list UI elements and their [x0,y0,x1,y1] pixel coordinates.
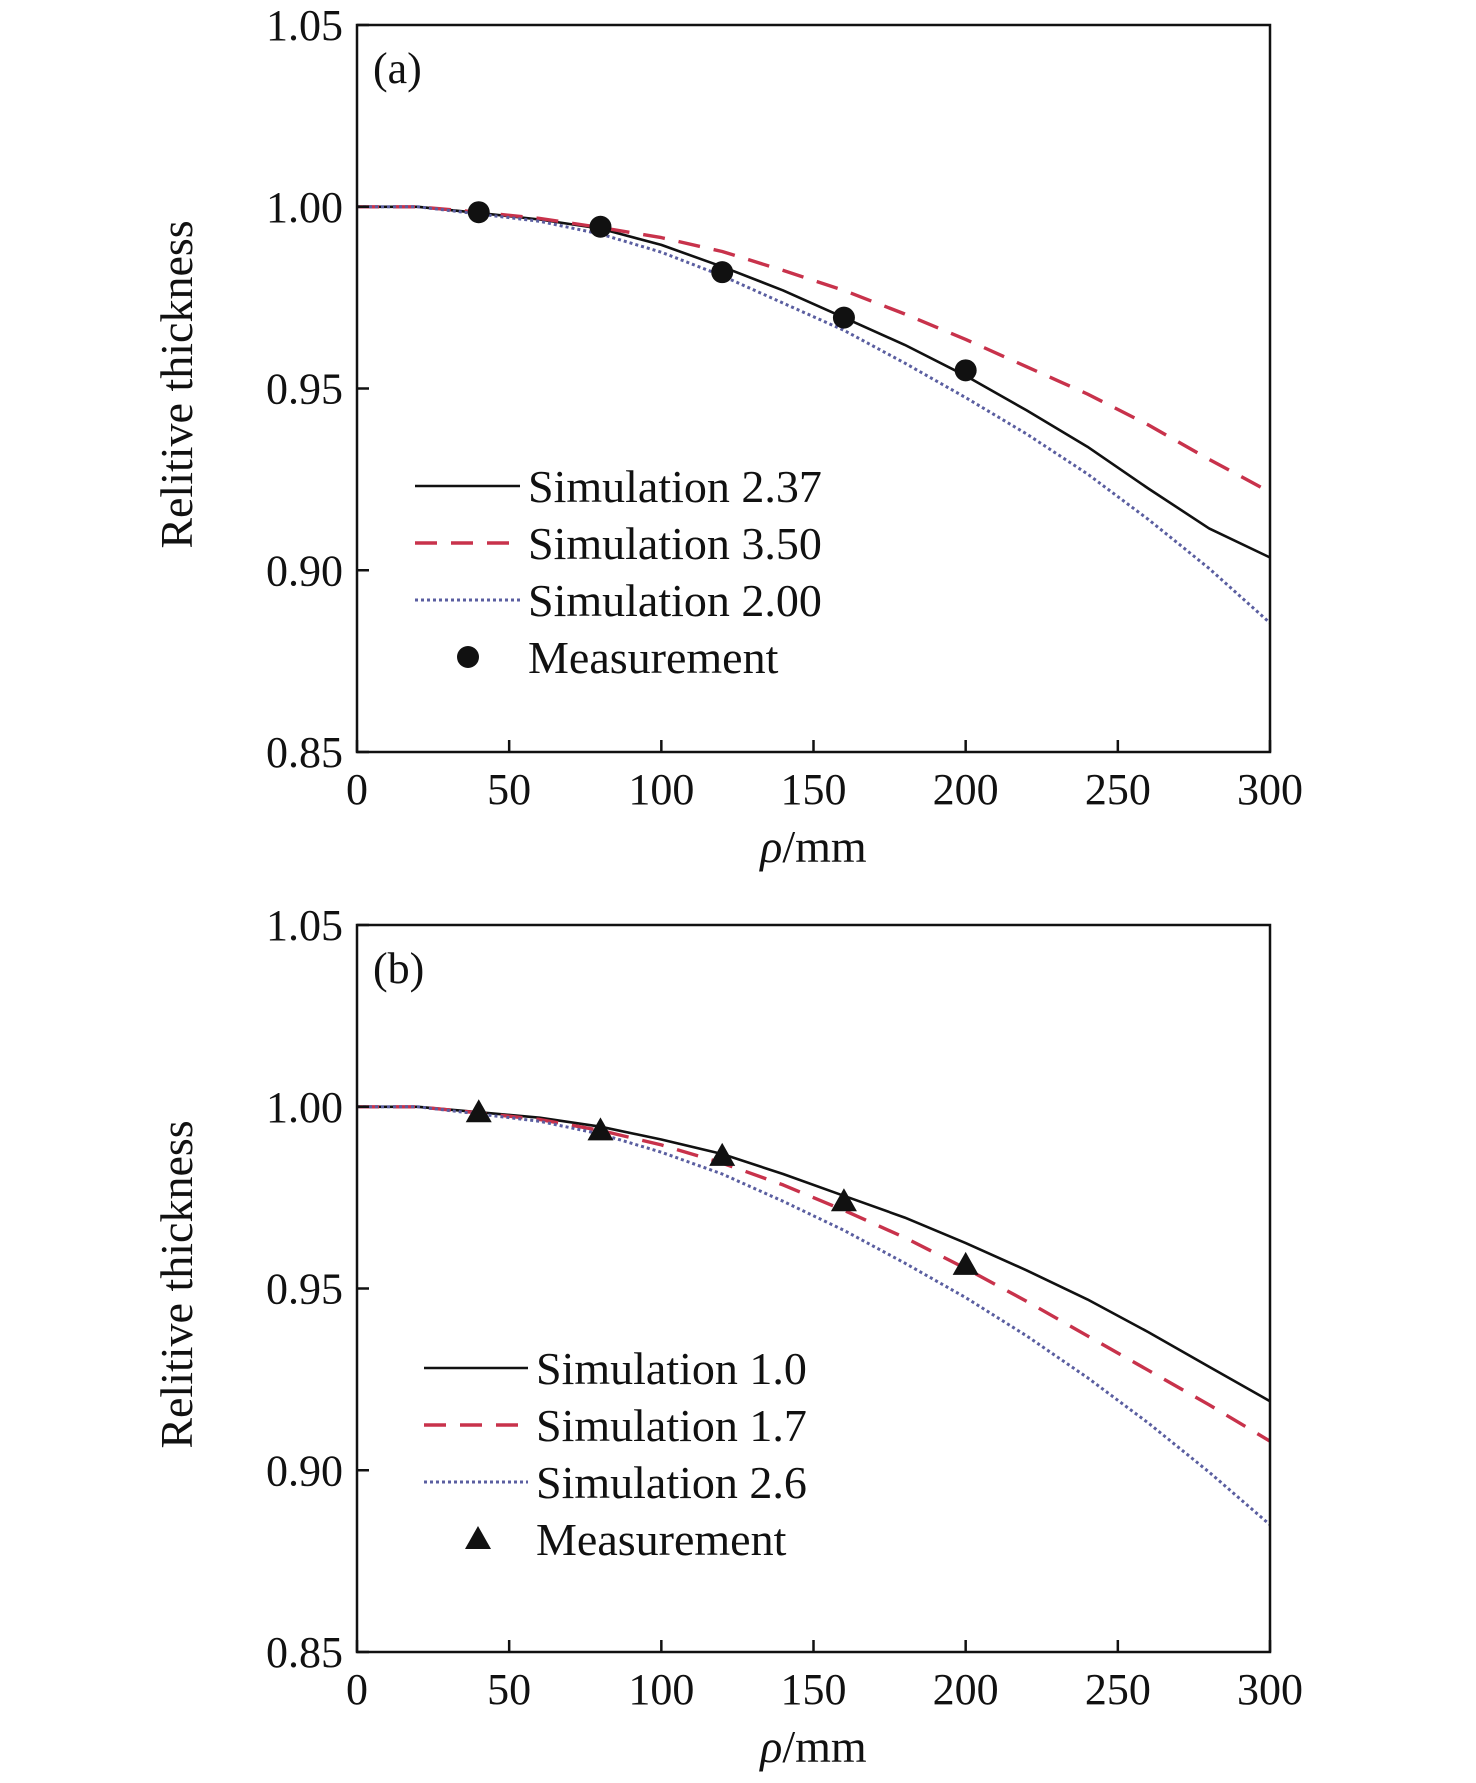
x-tick-label: 50 [487,1665,531,1714]
legend-label: Simulation 3.50 [528,518,822,569]
measurement-point [709,1142,736,1166]
y-tick-label: 1.00 [266,1083,343,1132]
x-tick-label: 0 [346,765,368,814]
legend-label: Simulation 2.37 [528,461,822,512]
legend-item: Simulation 1.7 [424,1400,807,1451]
legend-item: Measurement [457,632,779,683]
x-axis-label: ρ/mm [758,821,867,872]
x-tick-label: 50 [487,765,531,814]
y-tick-label: 0.90 [266,546,343,595]
legend-label: Measurement [528,632,779,683]
measurement-point [954,359,977,382]
series-line-dashed [357,205,1271,494]
measurement-point [465,1099,492,1123]
measurement-point [587,1117,614,1141]
y-tick-label: 0.95 [266,365,343,414]
x-tick-label: 0 [346,1665,368,1714]
y-tick-label: 0.85 [266,728,343,777]
legend-marker [457,646,479,668]
series-line-dotted [357,1105,1271,1526]
legend-marker [465,1526,491,1549]
panel-b: 0 50 100 150 200 250 300 0.85 0.90 0.95 1.00 1.05 ρ/… [151,901,1303,1772]
series-line-dotted [357,205,1272,625]
x-axis-symbol: ρ [758,1721,782,1772]
y-tick-label: 0.95 [266,1265,343,1314]
x-axis-unit: /mm [782,821,867,872]
measurement-point [830,1188,857,1212]
measurement-point [832,306,855,329]
legend-label: Simulation 1.7 [536,1400,807,1451]
y-tick-label: 0.85 [266,1628,343,1677]
legend-item: Simulation 3.50 [415,518,822,569]
y-tick-label: 1.00 [266,183,343,232]
panel-label: (b) [373,944,424,993]
legend-label: Simulation 1.0 [536,1343,807,1394]
panel-a: 0 50 100 150 200 250 300 0.85 0.90 0.95 1.00 1.05 ρ/… [151,1,1303,872]
legend-item: Simulation 2.37 [415,461,822,512]
legend: Simulation 2.37 Simulation 3.50 Simulation… [415,461,822,683]
legend: Simulation 1.0 Simulation 1.7 Simulation 2… [424,1343,807,1565]
legend-item: Simulation 2.00 [415,575,822,626]
measurement-point [952,1251,979,1275]
y-axis-label: Relitive thickness [151,220,202,548]
x-tick-label: 100 [628,1665,694,1714]
measurement-point [467,201,490,224]
x-tick-label: 200 [933,1665,999,1714]
x-tick-label: 300 [1237,1665,1303,1714]
y-axis-label: Relitive thickness [151,1120,202,1448]
x-tick-label: 150 [781,1665,847,1714]
legend-item: Measurement [465,1514,787,1565]
x-axis-unit: /mm [782,1721,867,1772]
x-tick-label: 300 [1237,765,1303,814]
legend-label: Measurement [536,1514,787,1565]
legend-item: Simulation 2.6 [424,1457,807,1508]
panel-label: (a) [373,44,422,93]
x-axis-symbol: ρ [758,821,782,872]
y-tick-label: 1.05 [266,1,343,50]
y-tick-label: 0.90 [266,1446,343,1495]
x-tick-label: 150 [781,765,847,814]
x-tick-label: 100 [628,765,694,814]
measurement-point [711,261,734,284]
y-tick-label: 1.05 [266,901,343,950]
x-tick-label: 250 [1085,765,1151,814]
legend-item: Simulation 1.0 [424,1343,807,1394]
legend-label: Simulation 2.00 [528,575,822,626]
legend-label: Simulation 2.6 [536,1457,807,1508]
x-axis-label: ρ/mm [758,1721,867,1772]
x-tick-label: 200 [933,765,999,814]
measurement-point [589,215,612,238]
x-tick-label: 250 [1085,1665,1151,1714]
